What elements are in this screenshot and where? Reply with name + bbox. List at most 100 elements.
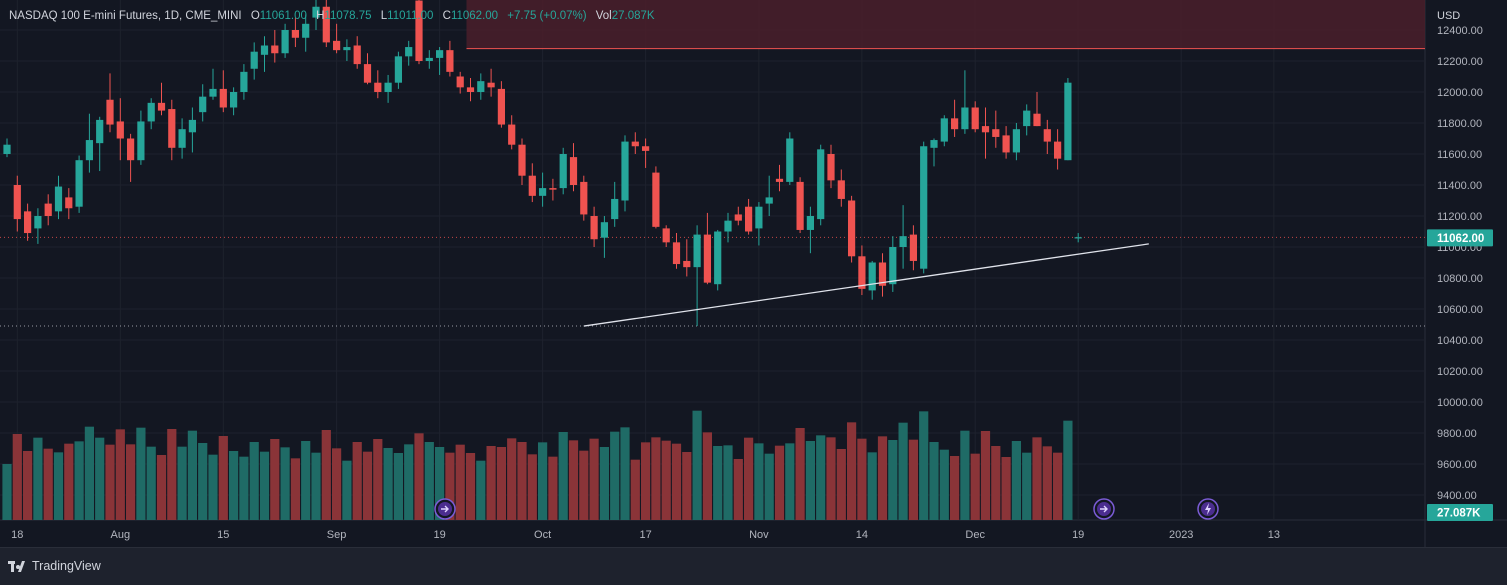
symbol-title[interactable]: NASDAQ 100 E-mini Futures, 1D, CME_MINI — [9, 10, 242, 22]
x-tick-label: 18 — [11, 529, 23, 541]
candle-body — [1012, 129, 1020, 153]
candle-body — [703, 234, 711, 283]
change-value: +7.75 (+0.07%) — [507, 10, 587, 22]
candle-body — [765, 197, 773, 204]
price-axis-bg — [1425, 0, 1507, 547]
volume-bar — [1022, 452, 1032, 520]
volume-bar — [115, 429, 125, 520]
last-volume-badge — [1427, 504, 1493, 521]
candle-body — [920, 146, 928, 269]
candle-body — [528, 175, 536, 196]
y-tick-label: 10600.00 — [1437, 304, 1483, 316]
volume-bar — [352, 442, 362, 520]
volume-bar — [53, 452, 64, 520]
y-tick-label: 10200.00 — [1437, 366, 1483, 378]
candle-body — [611, 198, 619, 220]
volume-bar — [733, 459, 743, 520]
candle-body — [333, 40, 341, 51]
trendline — [583, 243, 1149, 327]
volume-bar — [723, 445, 733, 520]
x-tick-label: 14 — [856, 529, 868, 541]
candle-body — [250, 51, 258, 69]
volume-bar — [414, 433, 424, 520]
candle-body — [65, 197, 73, 209]
volume-bar — [2, 464, 12, 520]
close-label: C — [442, 10, 451, 22]
volume-bar — [610, 431, 620, 520]
volume-bar — [877, 436, 888, 520]
volume-bar — [826, 437, 836, 520]
volume-bar — [249, 442, 259, 520]
candle-body — [827, 154, 835, 181]
volume-value: 27.087K — [611, 10, 655, 22]
volume-bar — [980, 431, 991, 520]
last-price-badge — [1427, 229, 1493, 247]
candle-body — [569, 157, 578, 185]
candle-body — [992, 129, 1000, 137]
candle-body — [899, 236, 907, 247]
candle-body — [930, 140, 938, 148]
volume-bar — [383, 448, 393, 520]
candle-body — [1054, 141, 1062, 159]
volume-bar — [198, 443, 208, 520]
x-tick-label: 2023 — [1169, 529, 1193, 541]
candle-body — [580, 181, 588, 215]
volume-bar — [465, 453, 476, 520]
volume-bar — [682, 452, 692, 520]
candle-body — [363, 64, 372, 83]
candle-body — [281, 30, 289, 54]
volume-bar — [651, 437, 661, 520]
dividend-event-icon — [434, 498, 456, 520]
candle-body — [188, 119, 196, 133]
volume-bar — [435, 447, 445, 520]
candle-body — [796, 181, 804, 230]
footer-bar: TradingView — [0, 547, 1507, 585]
volume-bar — [332, 448, 342, 520]
volume-bar — [105, 444, 115, 520]
dividend-event-icon-glyph — [441, 505, 449, 513]
y-tick-label: 12000.00 — [1437, 87, 1483, 99]
candle-body — [508, 124, 516, 145]
volume-bar — [671, 443, 682, 520]
candle-body — [817, 149, 825, 220]
candle-body — [961, 107, 969, 130]
volume-bar — [816, 435, 826, 520]
volume-bar — [321, 430, 331, 520]
volume-bar — [177, 446, 187, 520]
volume-bar — [424, 442, 434, 520]
volume-bar — [558, 432, 568, 520]
candle-body — [806, 216, 814, 230]
volume-bar — [857, 438, 867, 520]
volume-bar — [867, 452, 877, 520]
last-volume-label: 27.087K — [1437, 508, 1481, 520]
candle-body — [878, 262, 887, 286]
candle-body — [44, 203, 52, 216]
volume-bar — [259, 451, 270, 520]
volume-bar — [805, 441, 815, 520]
volume-bar — [641, 442, 651, 520]
candle-body — [889, 247, 897, 285]
candle-body — [240, 71, 248, 92]
volume-bar — [455, 444, 465, 520]
volume-bar — [507, 438, 517, 520]
candle-body — [745, 206, 753, 232]
candle-body — [34, 216, 42, 229]
tradingview-brand[interactable]: TradingView — [8, 559, 101, 573]
volume-bar — [1032, 437, 1042, 520]
volume-bar — [702, 432, 712, 520]
candle-body — [405, 47, 413, 57]
high-label: H — [316, 10, 325, 22]
resistance-zone — [466, 0, 1425, 49]
volume-bar — [692, 410, 702, 520]
y-tick-label: 9400.00 — [1437, 490, 1477, 502]
volume-bar — [538, 442, 548, 520]
volume-bar — [960, 430, 970, 520]
volume-bar — [239, 456, 249, 520]
x-tick-label: Dec — [965, 529, 985, 541]
candle-body — [384, 82, 392, 92]
y-tick-label: 9800.00 — [1437, 428, 1477, 440]
volume-bar — [847, 422, 857, 520]
volume-bar — [218, 436, 228, 520]
